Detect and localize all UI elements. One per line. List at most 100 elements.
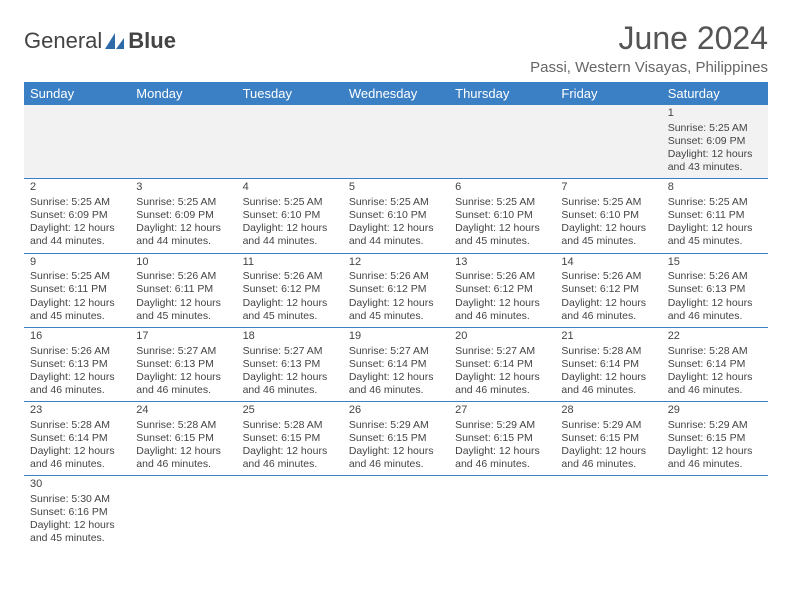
sunset-text: Sunset: 6:10 PM <box>349 209 443 222</box>
sunset-text: Sunset: 6:12 PM <box>561 283 655 296</box>
sunset-text: Sunset: 6:14 PM <box>349 358 443 371</box>
sunrise-text: Sunrise: 5:28 AM <box>136 419 230 432</box>
day-number: 21 <box>561 330 655 344</box>
calendar-cell: 18Sunrise: 5:27 AMSunset: 6:13 PMDayligh… <box>237 327 343 401</box>
daylight-text: Daylight: 12 hours and 46 minutes. <box>349 371 443 397</box>
sunrise-text: Sunrise: 5:27 AM <box>455 345 549 358</box>
calendar-cell: 15Sunrise: 5:26 AMSunset: 6:13 PMDayligh… <box>662 253 768 327</box>
calendar-cell: 21Sunrise: 5:28 AMSunset: 6:14 PMDayligh… <box>555 327 661 401</box>
calendar-cell: 6Sunrise: 5:25 AMSunset: 6:10 PMDaylight… <box>449 179 555 253</box>
sunrise-text: Sunrise: 5:29 AM <box>668 419 762 432</box>
day-number: 3 <box>136 181 230 195</box>
sunset-text: Sunset: 6:12 PM <box>243 283 337 296</box>
sunset-text: Sunset: 6:12 PM <box>349 283 443 296</box>
calendar-table: Sunday Monday Tuesday Wednesday Thursday… <box>24 82 768 550</box>
day-number: 20 <box>455 330 549 344</box>
daylight-text: Daylight: 12 hours and 46 minutes. <box>243 371 337 397</box>
sunset-text: Sunset: 6:11 PM <box>136 283 230 296</box>
daylight-text: Daylight: 12 hours and 45 minutes. <box>30 297 124 323</box>
calendar-cell <box>237 476 343 550</box>
calendar-cell: 16Sunrise: 5:26 AMSunset: 6:13 PMDayligh… <box>24 327 130 401</box>
sunrise-text: Sunrise: 5:26 AM <box>136 270 230 283</box>
sunset-text: Sunset: 6:11 PM <box>30 283 124 296</box>
day-number: 9 <box>30 256 124 270</box>
sunrise-text: Sunrise: 5:25 AM <box>30 196 124 209</box>
sunset-text: Sunset: 6:13 PM <box>136 358 230 371</box>
sunrise-text: Sunrise: 5:26 AM <box>243 270 337 283</box>
sunset-text: Sunset: 6:09 PM <box>668 135 762 148</box>
calendar-cell: 12Sunrise: 5:26 AMSunset: 6:12 PMDayligh… <box>343 253 449 327</box>
sunrise-text: Sunrise: 5:28 AM <box>561 345 655 358</box>
day-number: 11 <box>243 256 337 270</box>
calendar-cell: 24Sunrise: 5:28 AMSunset: 6:15 PMDayligh… <box>130 402 236 476</box>
calendar-cell: 9Sunrise: 5:25 AMSunset: 6:11 PMDaylight… <box>24 253 130 327</box>
day-number: 23 <box>30 404 124 418</box>
logo-text-2: Blue <box>128 28 176 54</box>
daylight-text: Daylight: 12 hours and 46 minutes. <box>668 445 762 471</box>
calendar-cell <box>130 105 236 179</box>
daylight-text: Daylight: 12 hours and 46 minutes. <box>136 371 230 397</box>
daylight-text: Daylight: 12 hours and 46 minutes. <box>455 297 549 323</box>
calendar-cell: 4Sunrise: 5:25 AMSunset: 6:10 PMDaylight… <box>237 179 343 253</box>
sunrise-text: Sunrise: 5:28 AM <box>30 419 124 432</box>
day-number: 5 <box>349 181 443 195</box>
sunrise-text: Sunrise: 5:25 AM <box>455 196 549 209</box>
sunrise-text: Sunrise: 5:28 AM <box>243 419 337 432</box>
day-number: 17 <box>136 330 230 344</box>
calendar-cell <box>237 105 343 179</box>
daylight-text: Daylight: 12 hours and 45 minutes. <box>136 297 230 323</box>
sunset-text: Sunset: 6:15 PM <box>243 432 337 445</box>
header: General Blue June 2024 Passi, Western Vi… <box>24 20 768 76</box>
sunset-text: Sunset: 6:11 PM <box>668 209 762 222</box>
day-number: 30 <box>30 478 124 492</box>
calendar-cell: 10Sunrise: 5:26 AMSunset: 6:11 PMDayligh… <box>130 253 236 327</box>
day-number: 22 <box>668 330 762 344</box>
sunset-text: Sunset: 6:13 PM <box>243 358 337 371</box>
day-number: 10 <box>136 256 230 270</box>
sunrise-text: Sunrise: 5:25 AM <box>243 196 337 209</box>
day-number: 29 <box>668 404 762 418</box>
sunset-text: Sunset: 6:09 PM <box>136 209 230 222</box>
day-number: 12 <box>349 256 443 270</box>
daylight-text: Daylight: 12 hours and 43 minutes. <box>668 148 762 174</box>
sunrise-text: Sunrise: 5:27 AM <box>349 345 443 358</box>
day-header-wed: Wednesday <box>343 82 449 105</box>
sunrise-text: Sunrise: 5:30 AM <box>30 493 124 506</box>
day-number: 24 <box>136 404 230 418</box>
sunset-text: Sunset: 6:14 PM <box>30 432 124 445</box>
day-header-thu: Thursday <box>449 82 555 105</box>
calendar-cell <box>555 476 661 550</box>
calendar-cell <box>662 476 768 550</box>
day-number: 2 <box>30 181 124 195</box>
sunrise-text: Sunrise: 5:27 AM <box>136 345 230 358</box>
daylight-text: Daylight: 12 hours and 44 minutes. <box>243 222 337 248</box>
calendar-row: 16Sunrise: 5:26 AMSunset: 6:13 PMDayligh… <box>24 327 768 401</box>
daylight-text: Daylight: 12 hours and 45 minutes. <box>243 297 337 323</box>
calendar-cell: 26Sunrise: 5:29 AMSunset: 6:15 PMDayligh… <box>343 402 449 476</box>
day-number: 13 <box>455 256 549 270</box>
daylight-text: Daylight: 12 hours and 46 minutes. <box>561 445 655 471</box>
sunrise-text: Sunrise: 5:28 AM <box>668 345 762 358</box>
daylight-text: Daylight: 12 hours and 46 minutes. <box>561 297 655 323</box>
logo-text-1: General <box>24 28 102 54</box>
day-number: 7 <box>561 181 655 195</box>
day-header-sun: Sunday <box>24 82 130 105</box>
day-number: 19 <box>349 330 443 344</box>
sunset-text: Sunset: 6:14 PM <box>561 358 655 371</box>
calendar-cell <box>24 105 130 179</box>
calendar-cell: 11Sunrise: 5:26 AMSunset: 6:12 PMDayligh… <box>237 253 343 327</box>
calendar-cell <box>449 476 555 550</box>
sunrise-text: Sunrise: 5:29 AM <box>455 419 549 432</box>
calendar-cell: 3Sunrise: 5:25 AMSunset: 6:09 PMDaylight… <box>130 179 236 253</box>
calendar-row: 23Sunrise: 5:28 AMSunset: 6:14 PMDayligh… <box>24 402 768 476</box>
calendar-row: 30Sunrise: 5:30 AMSunset: 6:16 PMDayligh… <box>24 476 768 550</box>
day-number: 14 <box>561 256 655 270</box>
sunset-text: Sunset: 6:15 PM <box>136 432 230 445</box>
day-header-row: Sunday Monday Tuesday Wednesday Thursday… <box>24 82 768 105</box>
day-header-tue: Tuesday <box>237 82 343 105</box>
calendar-cell: 30Sunrise: 5:30 AMSunset: 6:16 PMDayligh… <box>24 476 130 550</box>
day-number: 26 <box>349 404 443 418</box>
day-header-fri: Friday <box>555 82 661 105</box>
calendar-cell: 29Sunrise: 5:29 AMSunset: 6:15 PMDayligh… <box>662 402 768 476</box>
calendar-cell: 5Sunrise: 5:25 AMSunset: 6:10 PMDaylight… <box>343 179 449 253</box>
